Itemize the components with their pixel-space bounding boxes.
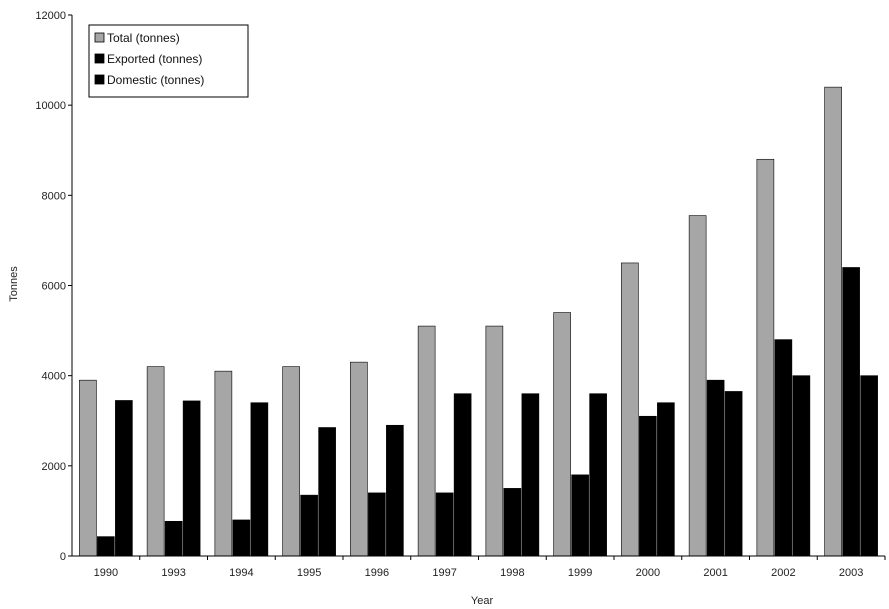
bar-exported-1997 xyxy=(435,492,454,557)
bar-total-2000 xyxy=(621,262,639,557)
bar-total-2003 xyxy=(824,86,842,557)
bar-exported-1999 xyxy=(571,474,589,557)
x-axis-title: Year xyxy=(471,595,494,607)
x-tick-label: 1990 xyxy=(94,567,118,579)
legend-frame xyxy=(88,24,249,98)
y-tick-label: 6000 xyxy=(42,281,66,293)
bar-exported-2003 xyxy=(842,267,860,557)
bar-exported-2000 xyxy=(639,415,657,557)
bar-total-1999 xyxy=(553,312,571,557)
bar-total-1990 xyxy=(79,379,97,557)
bar-exported-2002 xyxy=(774,339,793,557)
x-tick-label: 1995 xyxy=(297,567,321,579)
y-tick-label: 10000 xyxy=(35,100,66,112)
bar-domestic-1995 xyxy=(318,427,336,557)
bars-group xyxy=(79,86,878,557)
y-tick-label: 12000 xyxy=(35,10,66,22)
bar-exported-1990 xyxy=(97,536,115,557)
x-ticks-group: 1990 1993 1994 1995 1996 1997 1998 1999 2000 2001… xyxy=(94,556,886,579)
x-tick-label: 1996 xyxy=(365,567,389,579)
x-tick-label: 2002 xyxy=(771,567,795,579)
bar-total-1996 xyxy=(350,361,368,557)
bar-total-1993 xyxy=(146,366,165,557)
x-tick-label: 1998 xyxy=(500,567,524,579)
bar-exported-1998 xyxy=(503,488,522,557)
legend-swatch xyxy=(94,74,105,85)
bar-domestic-2003 xyxy=(860,375,878,557)
bar-domestic-1998 xyxy=(521,393,540,557)
bar-domestic-2000 xyxy=(657,402,675,557)
bar-total-1995 xyxy=(282,366,300,557)
x-tick-label: 2003 xyxy=(839,567,863,579)
legend: Total (tonnes) Exported (tonnes) Domestic … xyxy=(88,24,249,98)
y-axis-title: Tonnes xyxy=(8,266,20,302)
bar-domestic-1994 xyxy=(250,402,269,557)
bar-total-1997 xyxy=(417,325,436,557)
bar-exported-1996 xyxy=(368,492,386,557)
legend-swatch xyxy=(94,53,105,64)
x-tick-label: 2001 xyxy=(703,567,727,579)
bar-domestic-2002 xyxy=(792,375,811,557)
x-tick-label: 1994 xyxy=(229,567,253,579)
bar-domestic-1993 xyxy=(182,400,201,557)
legend-swatch xyxy=(94,32,105,43)
bar-domestic-2001 xyxy=(724,391,743,557)
legend-label: Total (tonnes) xyxy=(107,31,180,45)
y-ticks-group: 0 2000 4000 6000 8000 10000 12000 xyxy=(35,10,72,563)
y-tick-label: 8000 xyxy=(42,190,66,202)
bar-total-2001 xyxy=(688,215,707,557)
bar-domestic-1996 xyxy=(386,424,404,557)
bar-domestic-1997 xyxy=(453,393,472,557)
bar-exported-1994 xyxy=(232,519,251,557)
bar-exported-2001 xyxy=(706,379,725,557)
bar-total-1994 xyxy=(214,370,233,557)
x-tick-label: 1997 xyxy=(432,567,456,579)
x-tick-label: 1993 xyxy=(161,567,185,579)
x-tick-label: 1999 xyxy=(568,567,592,579)
y-tick-label: 2000 xyxy=(42,461,66,473)
y-tick-label: 0 xyxy=(60,551,66,563)
x-tick-label: 2000 xyxy=(636,567,660,579)
legend-label: Domestic (tonnes) xyxy=(107,73,204,87)
y-tick-label: 4000 xyxy=(42,371,66,383)
bar-exported-1993 xyxy=(164,520,183,557)
bar-domestic-1990 xyxy=(115,400,133,557)
bar-total-2002 xyxy=(756,158,775,557)
bar-total-1998 xyxy=(485,325,504,557)
bar-exported-1995 xyxy=(300,494,318,557)
legend-label: Exported (tonnes) xyxy=(107,52,202,66)
bar-domestic-1999 xyxy=(589,393,607,557)
